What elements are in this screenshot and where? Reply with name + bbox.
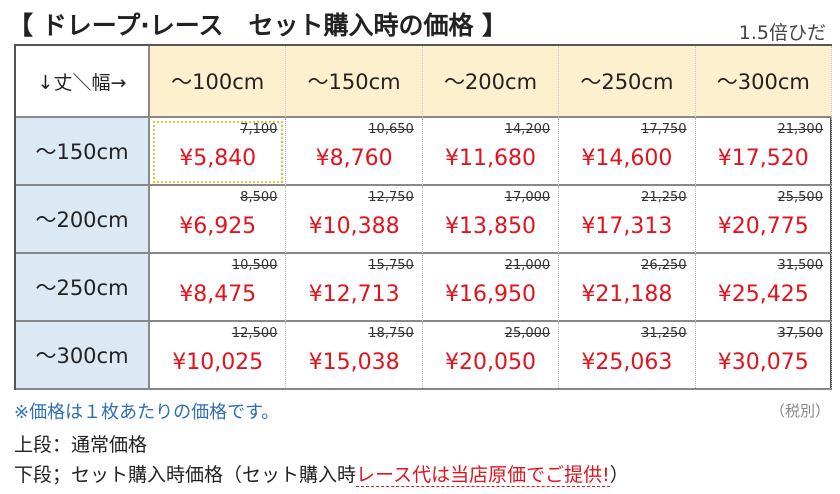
price-cell: 25,000 ¥20,050 [422,322,560,390]
price-cell: 37,500 ¥30,075 [695,322,832,390]
legend-lower-text: 下段；セット購入時価格（セット購入時 [14,464,357,486]
price-cell: 10,500 ¥8,475 [150,254,287,322]
price-cell: 21,250 ¥17,313 [559,186,696,254]
set-price: ¥15,038 [308,350,400,375]
price-cell: 18,750 ¥15,038 [286,322,423,390]
set-price: ¥10,025 [172,350,264,375]
corner-cell: ↓丈＼幅→ [16,46,150,118]
regular-price: 17,000 [504,190,551,205]
column-header: ～100cm [150,46,287,118]
pleat-note: 1.5倍ひだ [738,22,826,44]
regular-price: 8,500 [240,190,278,205]
price-cell: 7,100 ¥5,840 [150,118,287,186]
set-price: ¥21,188 [581,282,673,307]
legend-lower-end: ） [609,464,629,486]
set-price: ¥8,760 [315,146,393,171]
regular-price: 25,000 [504,326,551,341]
regular-price: 17,750 [641,122,687,137]
set-price: ¥16,950 [445,282,536,307]
regular-price: 15,750 [368,258,414,273]
price-cell: 14,200 ¥11,680 [422,118,560,186]
price-cell: 25,500 ¥20,775 [695,186,832,254]
legend-highlight: レース代は当店原価でご提供! [356,464,610,487]
set-price: ¥20,050 [445,350,536,375]
regular-price: 10,500 [231,258,278,273]
set-price: ¥17,313 [581,214,673,239]
price-cell: 31,500 ¥25,425 [695,254,832,322]
legend-lower: 下段；セット購入時価格（セット購入時レース代は当店原価でご提供!） [14,460,629,487]
regular-price: 25,500 [777,190,823,205]
price-table: ↓丈＼幅→ ～100cm ～150cm ～200cm ～250cm ～300cm ～150c… [14,44,832,390]
regular-price: 10,650 [368,122,414,137]
price-cell: 31,250 ¥25,063 [559,322,696,390]
regular-price: 31,250 [641,326,687,341]
regular-price: 12,750 [368,190,414,205]
set-price: ¥25,425 [717,282,809,307]
set-price: ¥8,475 [179,282,257,307]
regular-price: 21,250 [641,190,687,205]
price-cell: 8,500 ¥6,925 [150,186,287,254]
set-price: ¥5,840 [179,146,257,171]
set-price: ¥12,713 [308,282,400,307]
regular-price: 31,500 [777,258,823,273]
regular-price: 14,200 [504,122,551,137]
set-price: ¥30,075 [717,350,809,375]
price-cell: 17,000 ¥13,850 [422,186,560,254]
row-header: ～250cm [16,254,150,322]
regular-price: 21,000 [504,258,551,273]
set-price: ¥10,388 [308,214,400,239]
regular-price: 18,750 [368,326,414,341]
set-price: ¥11,680 [445,146,536,171]
price-cell: 12,750 ¥10,388 [286,186,423,254]
row-header: ～200cm [16,186,150,254]
legend-upper: 上段：通常価格 [14,434,148,456]
regular-price: 12,500 [231,326,278,341]
regular-price: 21,300 [777,122,823,137]
row-header: ～300cm [16,322,150,390]
set-price: ¥17,520 [717,146,809,171]
set-price: ¥14,600 [581,146,673,171]
price-note: ※価格は１枚あたりの価格です。 [14,402,280,423]
tax-note: （税別） [769,402,830,420]
price-cell: 26,250 ¥21,188 [559,254,696,322]
price-cell: 21,000 ¥16,950 [422,254,560,322]
set-price: ¥25,063 [581,350,673,375]
regular-price: 26,250 [641,258,687,273]
regular-price: 37,500 [777,326,823,341]
set-price: ¥6,925 [179,214,257,239]
column-header: ～200cm [422,46,560,118]
price-cell: 15,750 ¥12,713 [286,254,423,322]
price-cell: 21,300 ¥17,520 [695,118,832,186]
title: 【 ドレープ·レース セット購入時の価格 】 [8,11,508,40]
regular-price: 7,100 [240,122,278,137]
price-cell: 10,650 ¥8,760 [286,118,423,186]
row-header: ～150cm [16,118,150,186]
price-cell: 17,750 ¥14,600 [559,118,696,186]
column-header: ～300cm [695,46,832,118]
column-header: ～150cm [286,46,423,118]
price-cell: 12,500 ¥10,025 [150,322,287,390]
set-price: ¥13,850 [445,214,536,239]
set-price: ¥20,775 [717,214,809,239]
column-header: ～250cm [559,46,696,118]
